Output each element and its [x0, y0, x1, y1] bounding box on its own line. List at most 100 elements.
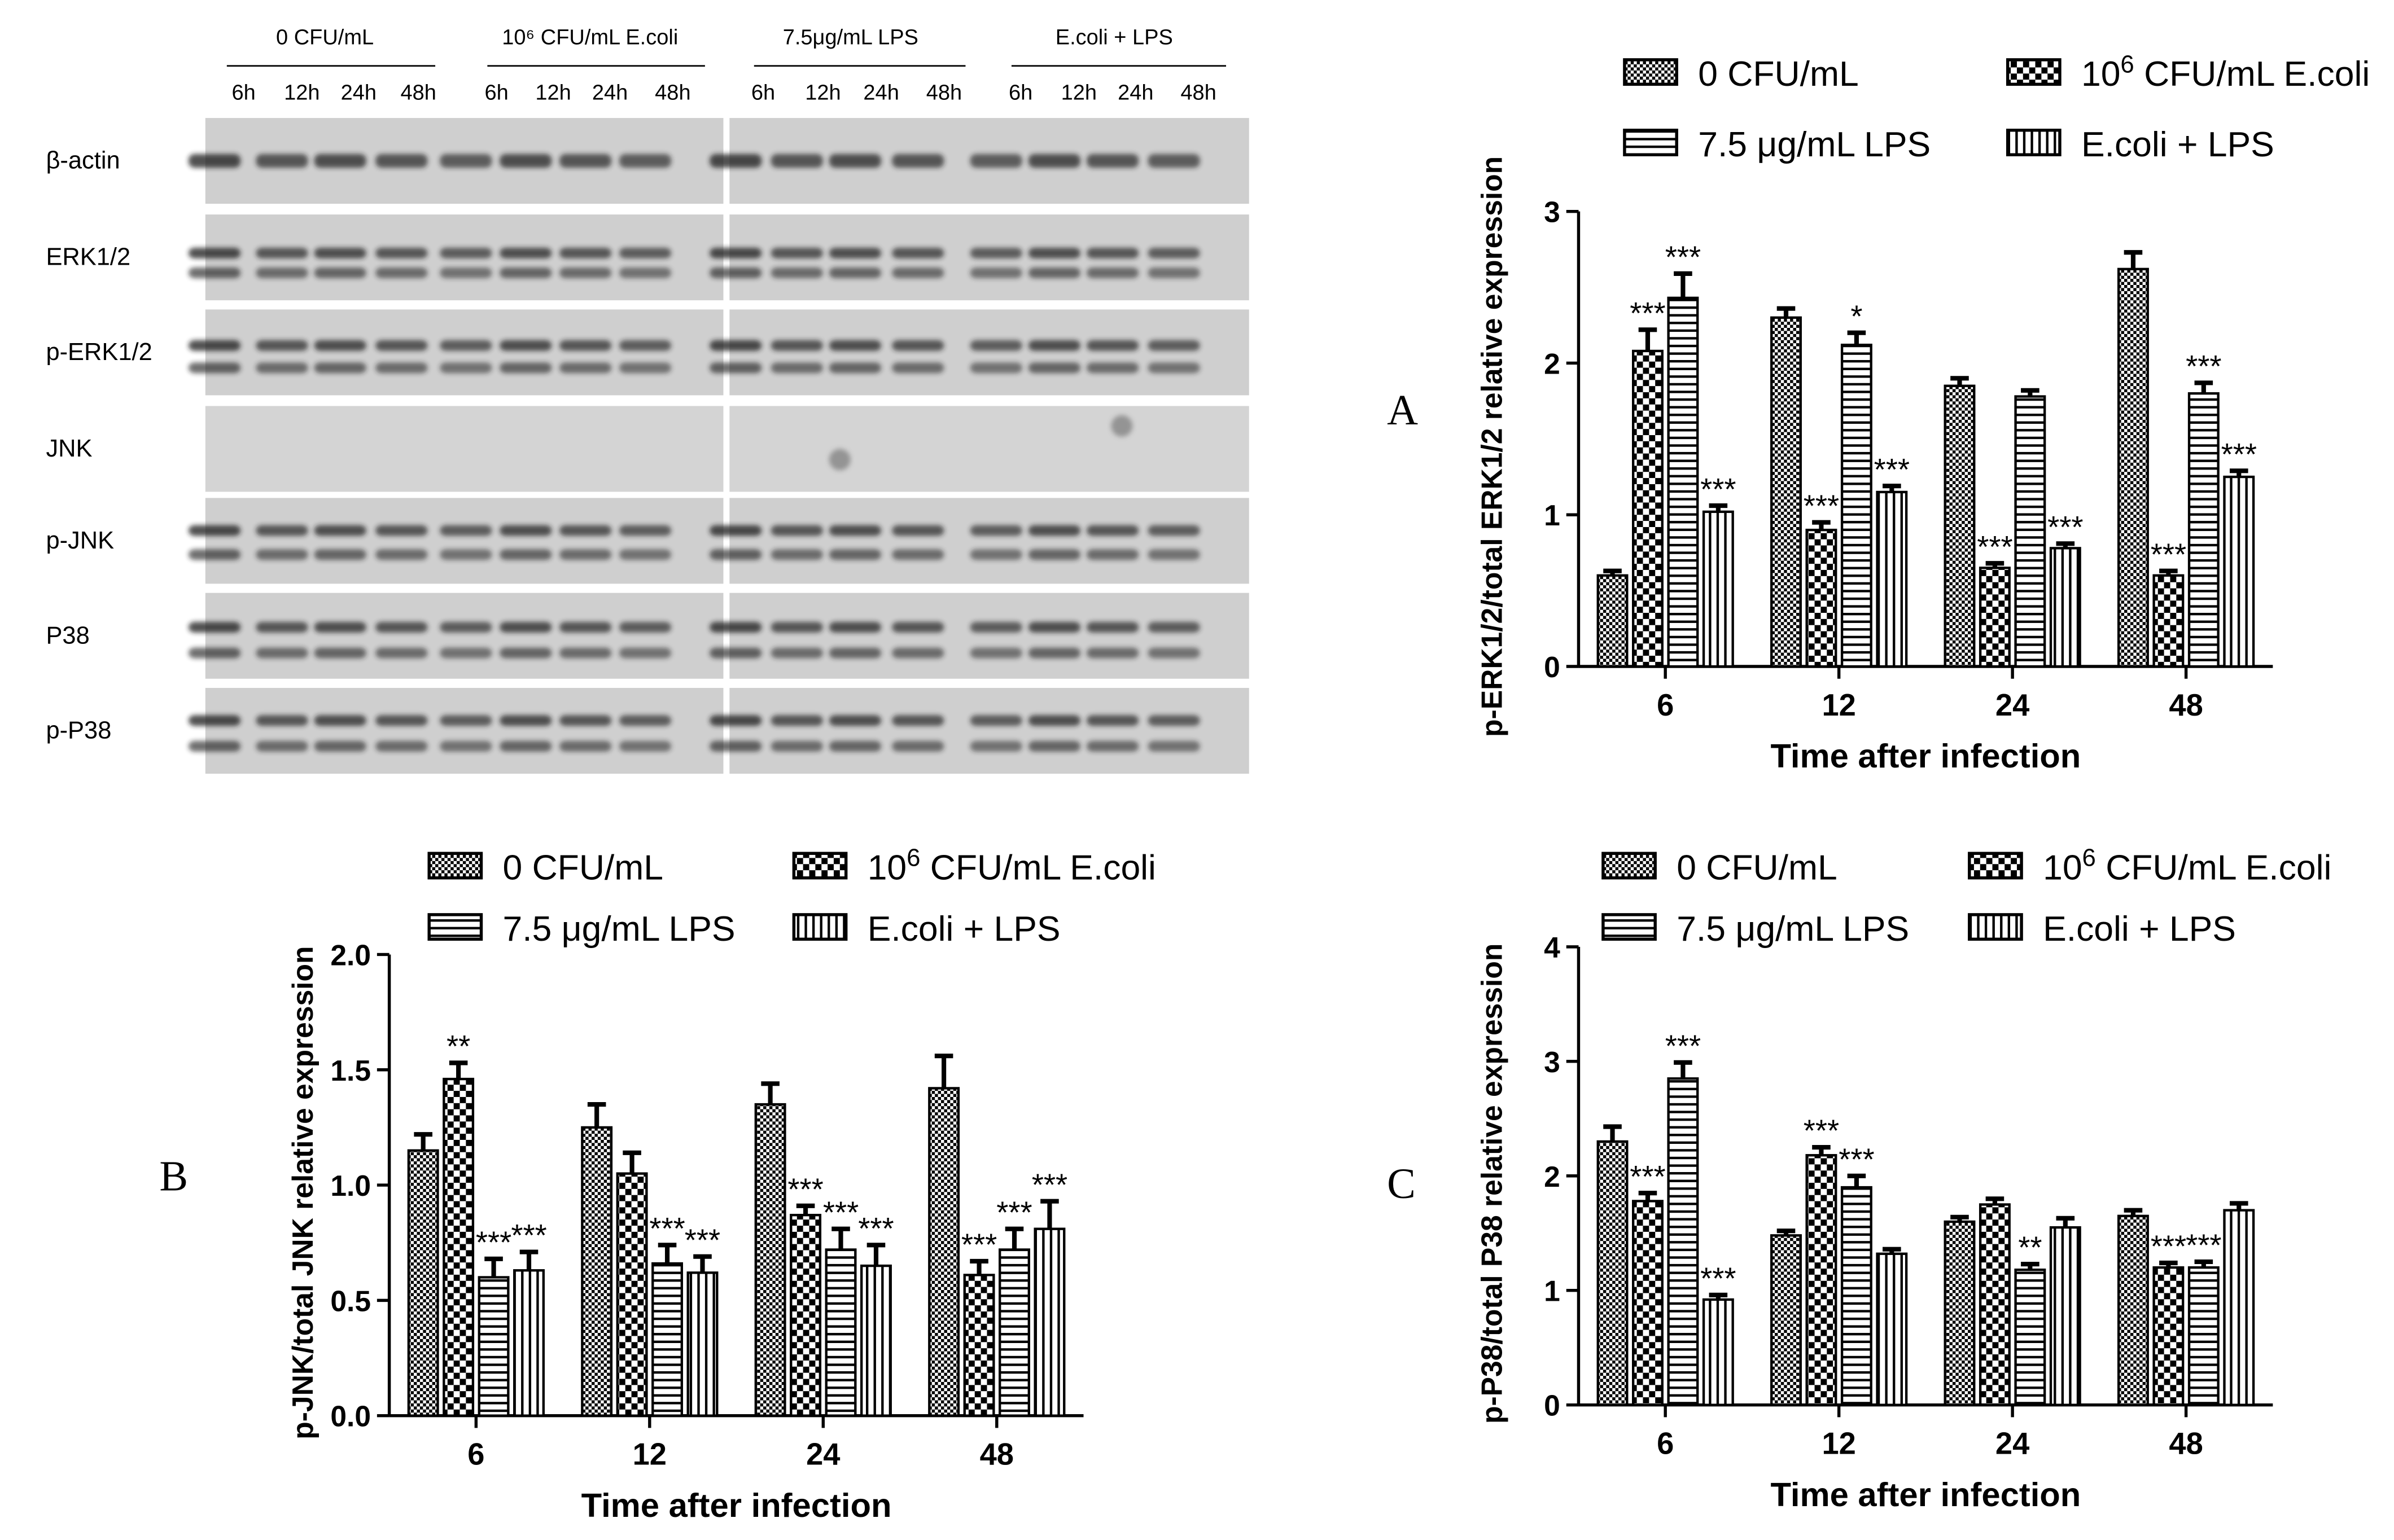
blot-band — [970, 525, 1022, 536]
significance-marker: *** — [1630, 1159, 1665, 1194]
significance-marker: *** — [996, 1195, 1032, 1230]
legend-label: 0 CFU/mL — [1698, 54, 1858, 94]
x-axis-label: Time after infection — [1771, 737, 2081, 775]
blot-band — [1028, 622, 1081, 633]
bar — [616, 1172, 648, 1417]
blot-band — [771, 622, 823, 633]
blot-band — [375, 549, 428, 560]
blot-band — [710, 248, 762, 259]
blot-time-label: 48h — [655, 81, 690, 104]
significance-marker: *** — [2186, 349, 2221, 384]
blot-band — [1086, 267, 1139, 278]
blot-band — [829, 715, 882, 726]
blot-band — [375, 715, 428, 726]
blot-band — [500, 622, 552, 633]
blot-band — [559, 267, 612, 278]
blot-band — [1148, 267, 1200, 278]
blot-band — [619, 715, 672, 726]
blot-band — [559, 153, 612, 168]
bar — [825, 1248, 857, 1417]
blot-row-label: p-JNK — [46, 527, 114, 554]
legend-label: 7.5 μg/mL LPS — [1698, 125, 1931, 164]
blot-band — [1148, 647, 1200, 659]
x-tick-label: 24 — [806, 1437, 840, 1472]
blot-band — [1086, 647, 1139, 659]
blot-band — [188, 362, 241, 374]
blot-band — [256, 340, 308, 351]
y-tick-label: 0.0 — [330, 1400, 371, 1433]
blot-strip — [729, 688, 1249, 774]
bar — [1944, 1220, 1976, 1406]
blot-band — [619, 549, 672, 560]
significance-marker: * — [1850, 299, 1862, 334]
blot-band — [619, 340, 672, 351]
blot-band — [892, 153, 944, 168]
blot-band — [500, 647, 552, 659]
significance-marker: *** — [1700, 1261, 1736, 1296]
blot-band — [375, 525, 428, 536]
blot-band — [892, 248, 944, 259]
blot-row-label: p-P38 — [46, 717, 111, 744]
bar — [1770, 316, 1802, 668]
blot-time-label: 12h — [805, 81, 841, 104]
blot-band — [188, 549, 241, 560]
blot-row-label: p-ERK1/2 — [46, 339, 152, 366]
blot-band — [771, 549, 823, 560]
blot-band — [1028, 740, 1081, 752]
significance-marker: *** — [649, 1211, 685, 1245]
blot-band — [188, 153, 241, 168]
blot-band — [500, 715, 552, 726]
y-axis-label: p-ERK1/2/total ERK1/2 relative expressio… — [1476, 156, 1508, 737]
blot-band — [619, 740, 672, 752]
blot-band — [440, 715, 492, 726]
blot-band — [1086, 740, 1139, 752]
blot-band — [375, 622, 428, 633]
x-tick-label: 6 — [467, 1437, 484, 1472]
blot-band — [559, 647, 612, 659]
blot-band — [619, 362, 672, 374]
y-tick-label: 4 — [1544, 931, 1560, 964]
blot-band — [619, 647, 672, 659]
blot-band — [500, 340, 552, 351]
blot-band — [440, 153, 492, 168]
x-axis-label: Time after infection — [1771, 1476, 2081, 1513]
blot-band — [829, 622, 882, 633]
blot-band — [440, 647, 492, 659]
bar — [1631, 349, 1664, 668]
bar — [2049, 547, 2081, 668]
blot-band — [829, 362, 882, 374]
significance-marker: *** — [1700, 472, 1736, 506]
blot-band — [440, 549, 492, 560]
y-tick-label: 3 — [1544, 196, 1560, 229]
blot-band — [440, 525, 492, 536]
blot-band — [500, 525, 552, 536]
significance-marker: *** — [2151, 1229, 2186, 1263]
bar — [2152, 1266, 2185, 1406]
bar — [1034, 1227, 1066, 1417]
blot-strip — [729, 406, 1249, 492]
bar — [1876, 490, 1908, 668]
blot-band — [256, 622, 308, 633]
blot-strip — [205, 406, 724, 492]
bar — [2223, 1209, 2255, 1406]
blot-strip — [205, 498, 724, 584]
blot-band — [970, 362, 1022, 374]
blot-time-label: 48h — [1180, 81, 1216, 104]
blot-row-label: ERK1/2 — [46, 244, 130, 271]
legend-label: E.coli + LPS — [2081, 125, 2274, 164]
blot-band — [1086, 153, 1139, 168]
blot-band — [1028, 549, 1081, 560]
bar — [1805, 1154, 1837, 1406]
blot-band — [1086, 362, 1139, 374]
blot-band — [771, 153, 823, 168]
significance-marker: *** — [961, 1227, 997, 1262]
blot-strip — [729, 309, 1249, 396]
legend-swatch — [427, 852, 483, 880]
blot-band — [619, 525, 672, 536]
blot-band — [559, 740, 612, 752]
blot-band — [710, 340, 762, 351]
bar — [1667, 1077, 1699, 1406]
blot-band — [500, 362, 552, 374]
y-tick-label: 1 — [1544, 499, 1560, 532]
